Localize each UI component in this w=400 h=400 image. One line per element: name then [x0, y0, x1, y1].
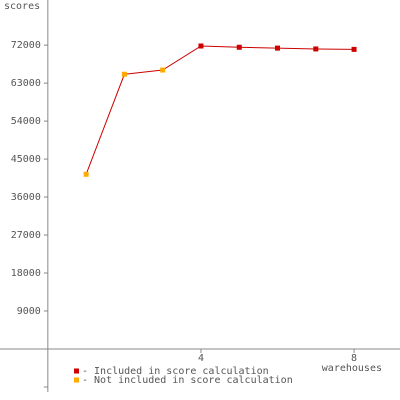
data-point: [198, 43, 204, 49]
data-point: [275, 45, 281, 51]
data-line: [85, 45, 355, 175]
y-tick-label: 45000: [11, 154, 41, 165]
x-tick-label: 8: [351, 353, 357, 364]
legend-marker: [74, 368, 79, 374]
x-tick-label: 4: [198, 353, 204, 364]
x-axis-label: warehouses: [322, 363, 382, 374]
data-point: [83, 171, 89, 177]
data-point: [121, 71, 127, 77]
y-tick-label: 72000: [11, 40, 41, 51]
legend-marker: [74, 377, 79, 383]
legend-label: - Included in score calculation: [82, 366, 269, 377]
y-axis-label: scores: [4, 1, 40, 12]
y-tick-label: 54000: [11, 116, 41, 127]
y-tick-label: 27000: [11, 230, 41, 241]
data-point: [313, 46, 319, 52]
y-tick-label: 36000: [11, 192, 41, 203]
data-point: [351, 46, 357, 52]
legend-label: - Not included in score calculation: [82, 375, 293, 386]
y-tick-label: 63000: [11, 78, 41, 89]
data-point: [160, 67, 166, 73]
y-tick-label: 18000: [11, 268, 41, 279]
y-tick-label: 9000: [17, 306, 41, 317]
data-point: [236, 44, 242, 50]
